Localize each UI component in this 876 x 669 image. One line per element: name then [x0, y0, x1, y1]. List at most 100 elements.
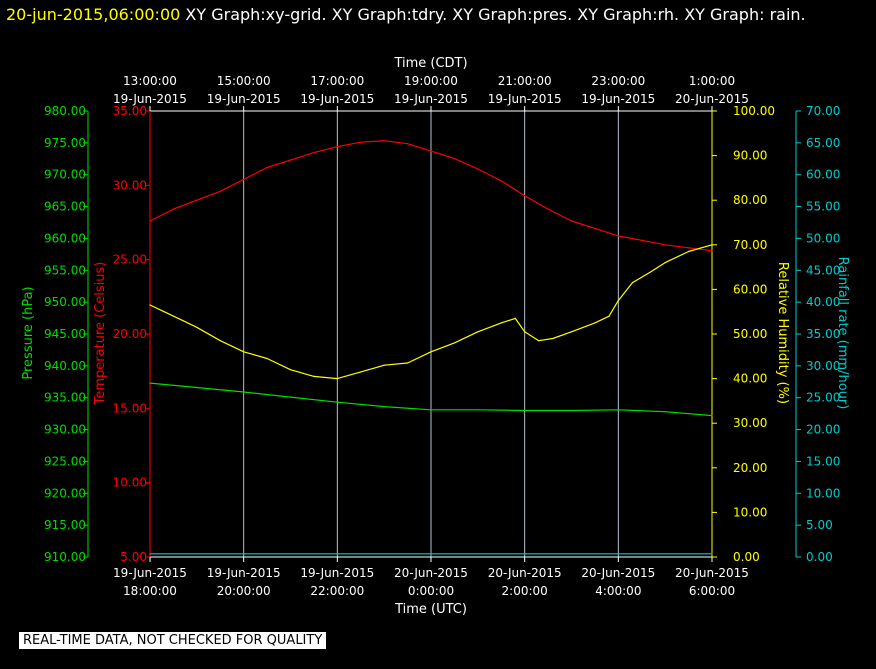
rain-tick-label: 35.00 — [806, 327, 840, 341]
tdry-data-point — [500, 180, 502, 182]
graph-header: 20-jun-2015,06:00:00 XY Graph:xy-grid. X… — [6, 2, 870, 28]
top-tick-time: 21:00:00 — [498, 74, 552, 88]
bottom-tick-time: 22:00:00 — [310, 584, 364, 598]
rh-data-point — [383, 364, 385, 366]
bottom-tick-date: 19-Jun-2015 — [300, 566, 374, 580]
rh-tick-label: 90.00 — [733, 149, 767, 163]
rh-data-point — [594, 322, 596, 324]
rh-tick-label: 40.00 — [733, 372, 767, 386]
tdry-data-point — [547, 208, 549, 210]
tdry-data-point — [336, 146, 338, 148]
pres-data-point — [383, 406, 385, 408]
rh-data-point — [538, 340, 540, 342]
rain-tick-label: 70.00 — [806, 104, 840, 118]
bottom-tick-date: 20-Jun-2015 — [394, 566, 468, 580]
tdry-data-point — [149, 220, 151, 222]
tdry-tick-label: 10.00 — [113, 476, 147, 490]
pres-tick-label: 960.00 — [44, 231, 86, 245]
rain-tick-label: 65.00 — [806, 136, 840, 150]
rh-data-point — [163, 311, 165, 313]
top-tick-date: 20-Jun-2015 — [675, 92, 749, 106]
top-tick-date: 19-Jun-2015 — [488, 92, 562, 106]
bottom-tick-time: 20:00:00 — [217, 584, 271, 598]
top-tick-time: 19:00:00 — [404, 74, 458, 88]
rh-series-line — [149, 244, 713, 380]
top-tick-time: 15:00:00 — [217, 74, 271, 88]
tdry-data-point — [687, 247, 690, 249]
tdry-data-point — [266, 166, 268, 169]
pres-tick-label: 940.00 — [44, 359, 86, 373]
rh-data-point — [453, 342, 456, 344]
top-tick-time: 13:00:00 — [123, 74, 177, 88]
rain-tick-label: 55.00 — [806, 200, 840, 214]
rh-tick-label: 0.00 — [733, 550, 760, 564]
tdry-tick-label: 25.00 — [113, 253, 147, 267]
rh-data-point — [711, 244, 713, 246]
tdry-data-point — [196, 199, 198, 201]
rh-data-point — [687, 250, 690, 253]
pres-data-point — [711, 414, 713, 417]
rh-data-point — [430, 351, 432, 353]
pres-data-point — [524, 409, 526, 412]
tdry-tick-label: 30.00 — [113, 178, 147, 192]
rh-data-point — [360, 371, 362, 373]
rain-tick-label: 5.00 — [806, 518, 833, 532]
rh-tick-label: 80.00 — [733, 193, 767, 207]
pres-tick-label: 945.00 — [44, 327, 86, 341]
bottom-tick-date: 20-Jun-2015 — [675, 566, 749, 580]
tdry-data-point — [594, 227, 596, 230]
bottom-tick-date: 19-Jun-2015 — [113, 566, 187, 580]
pres-data-point — [617, 409, 619, 411]
header-title: XY Graph:xy-grid. XY Graph:tdry. XY Grap… — [185, 5, 806, 24]
rh-data-point — [243, 351, 245, 353]
rain-tick-label: 30.00 — [806, 359, 840, 373]
rain-tick-label: 20.00 — [806, 423, 840, 437]
rh-data-point — [608, 315, 610, 317]
pres-data-point — [664, 411, 666, 413]
tdry-data-point — [313, 152, 315, 154]
rh-tick-label: 50.00 — [733, 327, 767, 341]
pres-tick-label: 925.00 — [44, 454, 86, 468]
pres-tick-label: 955.00 — [44, 263, 86, 277]
tdry-data-point — [664, 244, 666, 246]
top-tick-time: 17:00:00 — [310, 74, 364, 88]
rh-data-point — [631, 282, 633, 284]
pres-tick-label: 910.00 — [44, 550, 86, 564]
rain-tick-label: 0.00 — [806, 550, 833, 564]
tdry-data-point — [524, 195, 526, 197]
rh-data-point — [406, 362, 409, 364]
tdry-tick-label: 15.00 — [113, 401, 147, 415]
pres-tick-label: 980.00 — [44, 104, 86, 118]
rh-data-point — [266, 357, 268, 360]
rh-data-point — [570, 331, 573, 333]
pres-tick-label: 950.00 — [44, 295, 86, 309]
bottom-tick-date: 20-Jun-2015 — [488, 566, 562, 580]
rh-data-point — [552, 337, 554, 340]
tdry-data-point — [641, 239, 643, 241]
rain-tick-label: 15.00 — [806, 454, 840, 468]
pres-data-point — [196, 386, 198, 389]
rain-tick-label: 25.00 — [806, 391, 840, 405]
pres-tick-label: 975.00 — [44, 136, 86, 150]
rh-data-point — [313, 375, 315, 377]
tdry-axis-title: Temperature (Celsius) — [93, 262, 108, 406]
tdry-data-point — [360, 141, 362, 143]
tdry-data-point — [172, 208, 175, 210]
rh-data-point — [289, 369, 292, 371]
top-tick-time: 1:00:00 — [689, 74, 735, 88]
pres-data-point — [149, 382, 151, 384]
rain-tick-label: 50.00 — [806, 231, 840, 245]
rh-data-point — [477, 331, 479, 333]
pres-data-point — [289, 396, 292, 398]
bottom-tick-time: 0:00:00 — [408, 584, 454, 598]
pres-data-point — [336, 401, 338, 403]
top-tick-date: 19-Jun-2015 — [300, 92, 374, 106]
tdry-data-point — [617, 235, 619, 237]
pres-tick-label: 965.00 — [44, 200, 86, 214]
pres-axis-title: Pressure (hPa) — [21, 286, 36, 379]
rh-tick-label: 30.00 — [733, 416, 767, 430]
rh-tick-label: 20.00 — [733, 461, 767, 475]
pres-tick-label: 935.00 — [44, 391, 86, 405]
bottom-tick-time: 6:00:00 — [689, 584, 735, 598]
top-tick-date: 19-Jun-2015 — [394, 92, 468, 106]
